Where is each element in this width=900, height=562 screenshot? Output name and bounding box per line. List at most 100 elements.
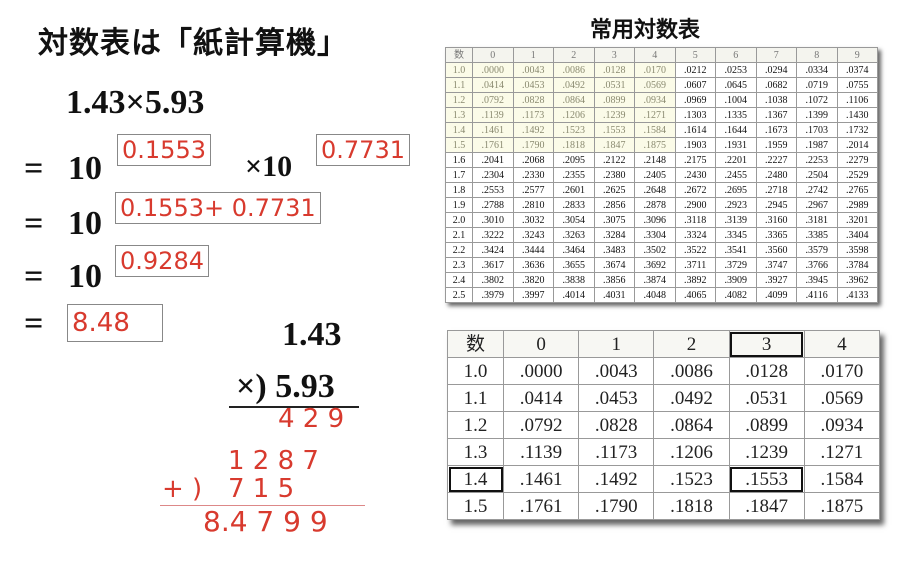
row-header: 1.9 bbox=[445, 197, 473, 213]
exponent-sum-box: 0.1553+ 0.7731 bbox=[115, 192, 321, 224]
table-cell: .1139 bbox=[472, 107, 514, 123]
table-cell: .3766 bbox=[796, 257, 838, 273]
table-cell: .0682 bbox=[755, 77, 797, 93]
table-cell: .3909 bbox=[715, 272, 757, 288]
table-cell: .2330 bbox=[512, 167, 554, 183]
table-cell: .0899 bbox=[728, 411, 805, 439]
row-header: 1.4 bbox=[445, 122, 473, 138]
table-cell: .3385 bbox=[796, 227, 838, 243]
table-cell: .2253 bbox=[796, 152, 838, 168]
row-header: 2.5 bbox=[445, 287, 473, 303]
row-header: 2.3 bbox=[445, 257, 473, 273]
row-header: 2.4 bbox=[445, 272, 473, 288]
table-cell: .0170 bbox=[634, 62, 676, 78]
table-cell: .1072 bbox=[796, 92, 838, 108]
table-cell: .1644 bbox=[715, 122, 757, 138]
table-cell: .2967 bbox=[796, 197, 838, 213]
table-row: 1.1.0414.0453.0492.0531.0569.0607.0645.0… bbox=[445, 77, 878, 93]
table-cell: .3032 bbox=[512, 212, 554, 228]
table-cell: .1239 bbox=[593, 107, 635, 123]
table-cell: .0414 bbox=[472, 77, 514, 93]
row-header: 1.7 bbox=[445, 167, 473, 183]
table-cell: .2279 bbox=[836, 152, 878, 168]
column-header: 5 bbox=[674, 47, 716, 63]
table-cell: .0253 bbox=[715, 62, 757, 78]
table-cell: .3856 bbox=[593, 272, 635, 288]
table-cell: .0212 bbox=[674, 62, 716, 78]
table-cell: .4031 bbox=[593, 287, 635, 303]
table-cell: .0043 bbox=[578, 357, 655, 385]
table-cell: .4065 bbox=[674, 287, 716, 303]
table-cell: .2765 bbox=[836, 182, 878, 198]
table-cell: .3010 bbox=[472, 212, 514, 228]
table-cell: .0607 bbox=[674, 77, 716, 93]
table-cell: .1987 bbox=[796, 137, 838, 153]
table-cell: .2227 bbox=[755, 152, 797, 168]
table-cell: .3181 bbox=[796, 212, 838, 228]
row-header: 1.0 bbox=[447, 357, 504, 385]
table-cell: .0086 bbox=[653, 357, 730, 385]
table-cell: .3118 bbox=[674, 212, 716, 228]
table-cell: .1271 bbox=[803, 438, 881, 466]
table-cell: .1875 bbox=[803, 492, 881, 520]
table-cell: .2455 bbox=[715, 167, 757, 183]
table-cell: .3692 bbox=[634, 257, 676, 273]
table-cell: .0864 bbox=[553, 92, 595, 108]
table-cell: .3747 bbox=[755, 257, 797, 273]
table-cell: .4082 bbox=[715, 287, 757, 303]
row-header: 1.0 bbox=[445, 62, 473, 78]
equals-sign: = bbox=[24, 258, 44, 295]
table-cell: .0755 bbox=[836, 77, 878, 93]
table-row: 1.3.1139.1173.1206.1239.1271.1303.1335.1… bbox=[445, 107, 878, 123]
table-cell: .3304 bbox=[634, 227, 676, 243]
table-cell: .3522 bbox=[674, 242, 716, 258]
table-title: 常用対数表 bbox=[590, 18, 701, 43]
table-row: 2.0.3010.3032.3054.3075.3096.3118.3139.3… bbox=[445, 212, 878, 228]
equals-sign: = bbox=[24, 150, 44, 187]
table-cell: .2742 bbox=[796, 182, 838, 198]
table-cell: .1761 bbox=[502, 492, 580, 520]
table-cell: .3598 bbox=[836, 242, 878, 258]
table-cell: .3483 bbox=[593, 242, 635, 258]
row-header: 1.1 bbox=[445, 77, 473, 93]
table-row: 1.5.1761.1790.1818.1847.1875 bbox=[447, 492, 881, 520]
table-cell: .3838 bbox=[553, 272, 595, 288]
column-header: 7 bbox=[755, 47, 797, 63]
table-cell: .3579 bbox=[796, 242, 838, 258]
table-cell: .0374 bbox=[836, 62, 878, 78]
table-cell: .2718 bbox=[755, 182, 797, 198]
table-cell: .1959 bbox=[755, 137, 797, 153]
table-cell: .2175 bbox=[674, 152, 716, 168]
plus-sign: + ) bbox=[162, 474, 203, 504]
table-row: 1.4.1461.1492.1523.1553.1584 bbox=[447, 465, 881, 493]
table-cell: .3820 bbox=[512, 272, 554, 288]
column-header: 4 bbox=[803, 330, 881, 358]
table-cell: .1271 bbox=[634, 107, 676, 123]
table-cell: .2989 bbox=[836, 197, 878, 213]
table-row: 1.8.2553.2577.2601.2625.2648.2672.2695.2… bbox=[445, 182, 878, 198]
table-cell: .2672 bbox=[674, 182, 716, 198]
multiplier: ×) 5.93 bbox=[236, 368, 335, 405]
table-cell: .3263 bbox=[553, 227, 595, 243]
table-cell: .1790 bbox=[578, 492, 655, 520]
table-cell: .0000 bbox=[472, 62, 514, 78]
table-cell: .0294 bbox=[755, 62, 797, 78]
table-cell: .2833 bbox=[553, 197, 595, 213]
table-cell: .2355 bbox=[553, 167, 595, 183]
table-cell: .0170 bbox=[803, 357, 881, 385]
table-cell: .1461 bbox=[472, 122, 514, 138]
table-cell: .2648 bbox=[634, 182, 676, 198]
table-cell: .0531 bbox=[593, 77, 635, 93]
table-cell: .3444 bbox=[512, 242, 554, 258]
table-cell: .2625 bbox=[593, 182, 635, 198]
expression: 1.43×5.93 bbox=[66, 84, 205, 121]
result-box: 8.48 bbox=[67, 304, 163, 342]
table-cell: .3160 bbox=[755, 212, 797, 228]
table-cell: .3424 bbox=[472, 242, 514, 258]
table-cell: .1584 bbox=[803, 465, 881, 493]
table-cell: .0792 bbox=[502, 411, 580, 439]
table-cell: .3997 bbox=[512, 287, 554, 303]
table-cell: .2405 bbox=[634, 167, 676, 183]
table-cell: .0719 bbox=[796, 77, 838, 93]
table-row: 1.5.1761.1790.1818.1847.1875.1903.1931.1… bbox=[445, 137, 878, 153]
